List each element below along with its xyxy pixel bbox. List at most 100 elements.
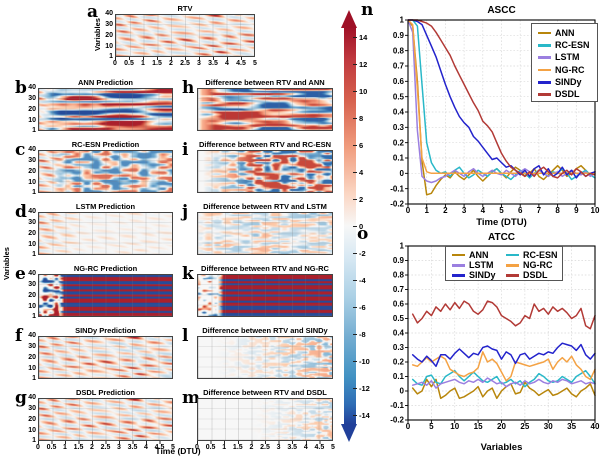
heatmap-canvas-m <box>198 399 332 440</box>
legend-row: ANN <box>538 27 597 39</box>
x-tick-label: 3.5 <box>287 444 298 451</box>
series-line-RC-ESN <box>411 369 596 388</box>
x-tick-label: 1 <box>63 444 67 451</box>
x-tick-label: 8 <box>555 206 560 215</box>
legend-swatch <box>538 31 551 35</box>
x-tick-label: 4.5 <box>154 444 165 451</box>
y-tick-label: 0.6 <box>393 300 405 309</box>
x-tick-label: 1 <box>141 60 145 67</box>
y-tick-label: 1 <box>400 242 405 251</box>
colorbar-tick-label: -14 <box>359 411 370 420</box>
legend-label: NG-RC <box>523 259 553 270</box>
legend-entry-DSDL: DSDL <box>538 90 595 99</box>
heatmap-panel-i <box>197 150 333 193</box>
y-tick-label: 1 <box>32 189 36 196</box>
y-tick-label: -0.1 <box>390 184 404 193</box>
y-tick-label: 0.8 <box>393 46 405 55</box>
colorbar-tick-label: -10 <box>359 357 370 366</box>
legend-swatch <box>538 56 551 59</box>
series-line-DSDL <box>411 300 596 330</box>
colorbar-tick-mark <box>353 415 357 416</box>
y-tick-label: 20 <box>28 292 36 299</box>
heatmap-panel-d <box>38 212 173 255</box>
legend-row: NG-RC <box>538 64 597 76</box>
x-tick-label: 0 <box>406 422 411 431</box>
x-tick-label: 0 <box>36 444 40 451</box>
x-tick-label: 4 <box>481 206 486 215</box>
y-tick-label: 30 <box>28 281 36 288</box>
legend-label: LSTM <box>469 259 494 270</box>
y-tick-label: 10 <box>28 427 36 434</box>
y-tick-label: 20 <box>28 416 36 423</box>
colorbar-tick-label: -2 <box>359 249 366 258</box>
y-tick-label: 10 <box>105 43 113 50</box>
heatmap-title-e: NG-RC Prediction <box>73 264 138 273</box>
series-line-SINDy <box>407 19 596 179</box>
panel-letter-b: b <box>15 78 27 98</box>
y-tick-label: 1 <box>32 375 36 382</box>
x-tick-label: 3.5 <box>208 60 218 67</box>
y-tick-label: 0.8 <box>393 271 405 280</box>
colorbar-body <box>343 28 356 424</box>
y-tick-label: 10 <box>28 241 36 248</box>
legend-label: NG-RC <box>555 64 585 75</box>
x-tick-label: 0.5 <box>205 444 216 451</box>
y-tick-label: 10 <box>28 117 36 124</box>
colorbar-arrow-bottom <box>341 424 357 442</box>
x-tick-label: 1 <box>222 444 227 451</box>
legend-label: SINDy <box>555 76 582 87</box>
heatmap-canvas-i <box>198 151 332 192</box>
x-tick-label: 2.5 <box>100 444 111 451</box>
colorbar-tick-label: 10 <box>359 87 368 96</box>
x-tick-label: 4 <box>144 444 148 451</box>
y-tick-label: 30 <box>28 343 36 350</box>
x-tick-label: 15 <box>474 422 483 431</box>
y-tick-label: 40 <box>105 10 113 17</box>
legend-entry-SINDy: SINDy <box>452 271 506 280</box>
panel-letter-e: e <box>15 264 26 284</box>
colorbar-tick-label: 6 <box>359 141 364 150</box>
x-tick-label: 3 <box>276 444 281 451</box>
heatmap-canvas-f <box>39 337 172 378</box>
x-tick-label: 2 <box>169 60 173 67</box>
panel-letter-a: a <box>87 2 99 22</box>
y-tick-label: 20 <box>28 354 36 361</box>
legend-entry-NG-RC: NG-RC <box>506 259 560 270</box>
y-tick-label: 0.1 <box>393 372 405 381</box>
colorbar-tick-mark <box>353 199 357 200</box>
legend-entry-SINDy: SINDy <box>538 76 595 87</box>
y-tick-label: -0.1 <box>390 401 404 410</box>
legend-entry-DSDL: DSDL <box>506 271 560 280</box>
x-tick-label: 20 <box>497 422 506 431</box>
heatmap-panel-f <box>38 336 173 379</box>
y-tick-label: 0.6 <box>393 77 405 86</box>
legend-entry-RC-ESN: RC-ESN <box>538 40 595 50</box>
panel-letter-k: k <box>182 264 194 284</box>
x-tick-label: 4.5 <box>314 444 325 451</box>
heatmap-panel-j <box>197 212 333 255</box>
y-tick-label: 30 <box>28 157 36 164</box>
colorbar-tick-mark <box>353 91 357 92</box>
legend-swatch <box>452 253 465 257</box>
heatmap-title-d: LSTM Prediction <box>75 202 136 211</box>
series-line-ANN <box>411 378 596 400</box>
panel-letter-i: i <box>182 140 189 160</box>
legend-entry-ANN: ANN <box>452 250 506 260</box>
series-line-DSDL <box>407 19 596 179</box>
legend-ascc: ANN RC-ESN LSTM NG-RC SINDy DSDL <box>531 23 598 102</box>
colorbar-tick-label: 2 <box>359 195 364 204</box>
legend-entry-NG-RC: NG-RC <box>538 64 595 75</box>
heatmap-title-h: Difference between RTV and ANN <box>205 78 325 87</box>
y-tick-label: 30 <box>28 95 36 102</box>
heatmap-panel-e <box>38 274 173 317</box>
y-tick-label: 0.9 <box>393 256 405 265</box>
y-tick-label: 0.7 <box>393 62 405 71</box>
y-tick-label: 1 <box>32 127 36 134</box>
panel-letter-h: h <box>182 78 195 98</box>
variables-axis-label-panel-a: Variables <box>93 18 102 52</box>
x-axis-ticks <box>197 441 333 444</box>
x-axis-ticks <box>115 57 255 60</box>
y-tick-label: -0.2 <box>390 200 404 209</box>
x-tick-label: 2 <box>443 206 448 215</box>
x-axis-label-ascc: Time (DTU) <box>476 217 527 228</box>
